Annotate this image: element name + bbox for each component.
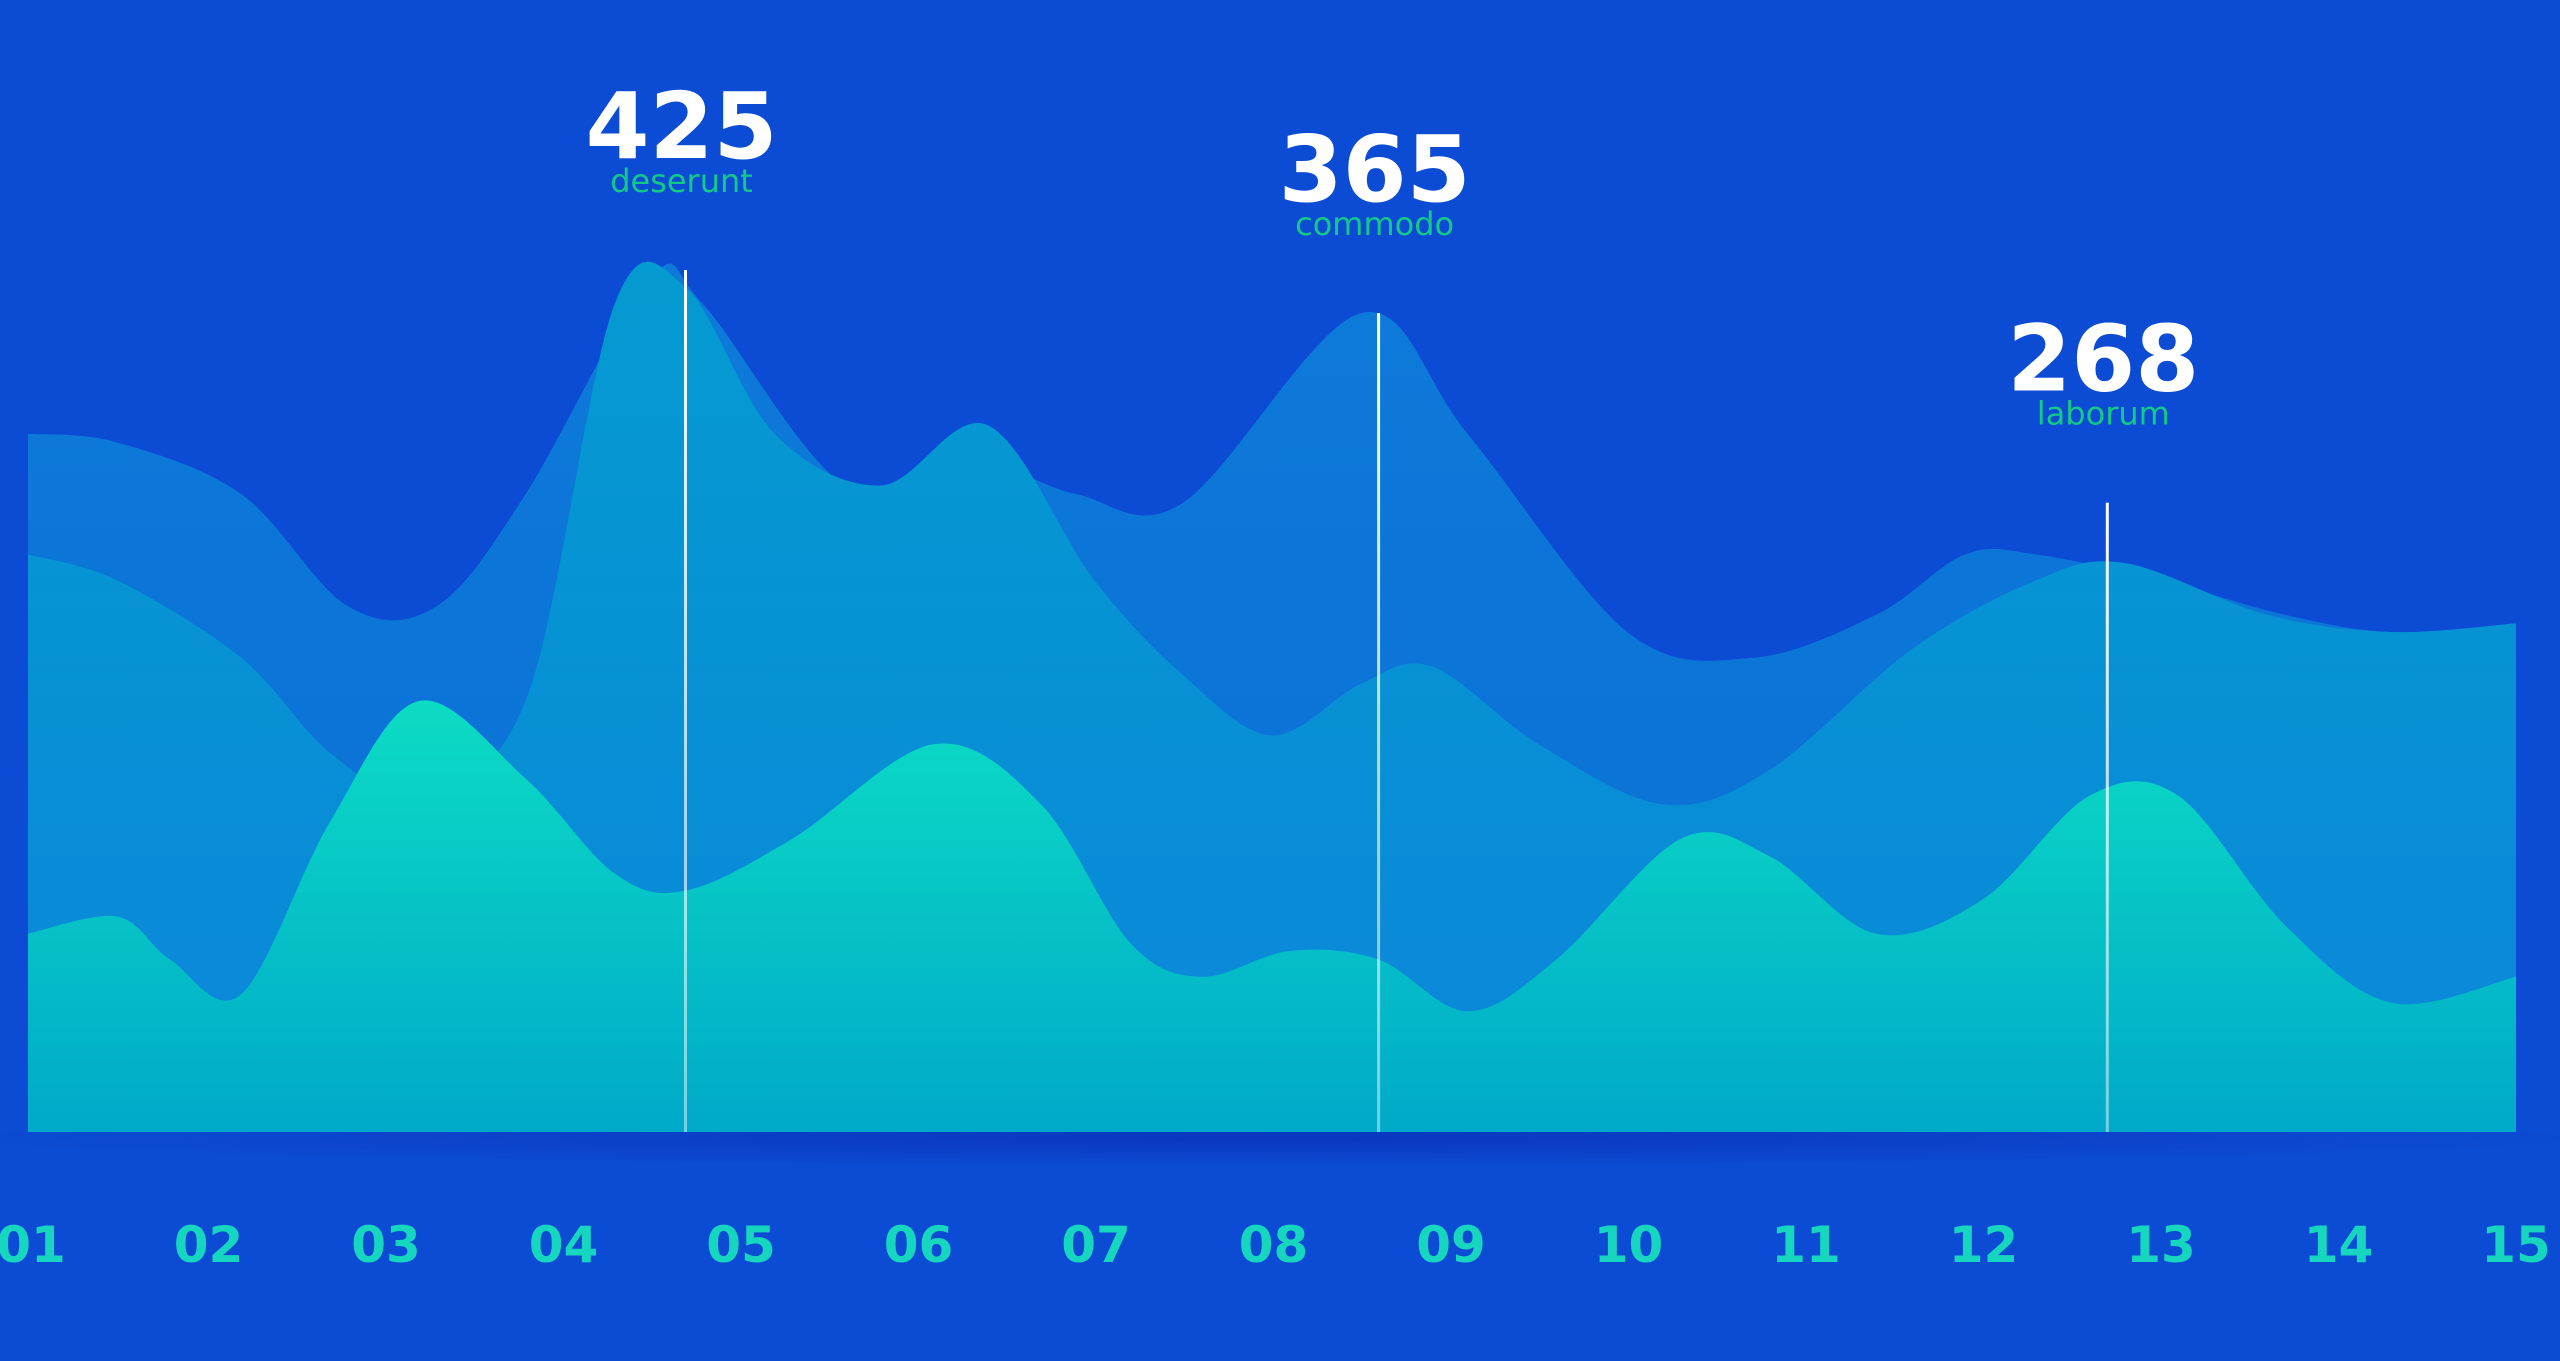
x-tick-label: 10 (1594, 1216, 1664, 1274)
marker-label-3: laborum (2037, 395, 2170, 433)
marker-value-2: 365 (1279, 116, 1471, 223)
x-axis: 01 02 03 04 05 06 07 08 09 10 11 12 13 14 15 (0, 1216, 2551, 1274)
x-tick-label: 13 (2126, 1216, 2196, 1274)
marker-label-1: deserunt (610, 162, 753, 200)
marker-value-3: 268 (2007, 306, 2199, 413)
x-tick-label: 03 (351, 1216, 421, 1274)
marker-line-3 (2105, 502, 2109, 1132)
x-tick-label: 09 (1416, 1216, 1486, 1274)
marker-label-2: commodo (1295, 205, 1454, 243)
marker-line-2 (1377, 313, 1381, 1133)
series-area-3 (28, 700, 2516, 1132)
x-tick-label: 12 (1949, 1216, 2019, 1274)
series-layer (28, 261, 2516, 1132)
marker-line-1 (684, 270, 687, 1132)
x-tick-label: 01 (0, 1216, 66, 1274)
x-tick-label: 02 (174, 1216, 244, 1274)
marker-value-1: 425 (585, 73, 777, 180)
x-tick-label: 07 (1061, 1216, 1131, 1274)
x-tick-label: 08 (1239, 1216, 1309, 1274)
x-tick-label: 11 (1771, 1216, 1841, 1274)
x-tick-label: 05 (706, 1216, 776, 1274)
x-tick-label: 04 (529, 1216, 599, 1274)
x-tick-label: 14 (2304, 1216, 2374, 1274)
x-tick-label: 06 (884, 1216, 954, 1274)
x-tick-label: 15 (2481, 1216, 2551, 1274)
